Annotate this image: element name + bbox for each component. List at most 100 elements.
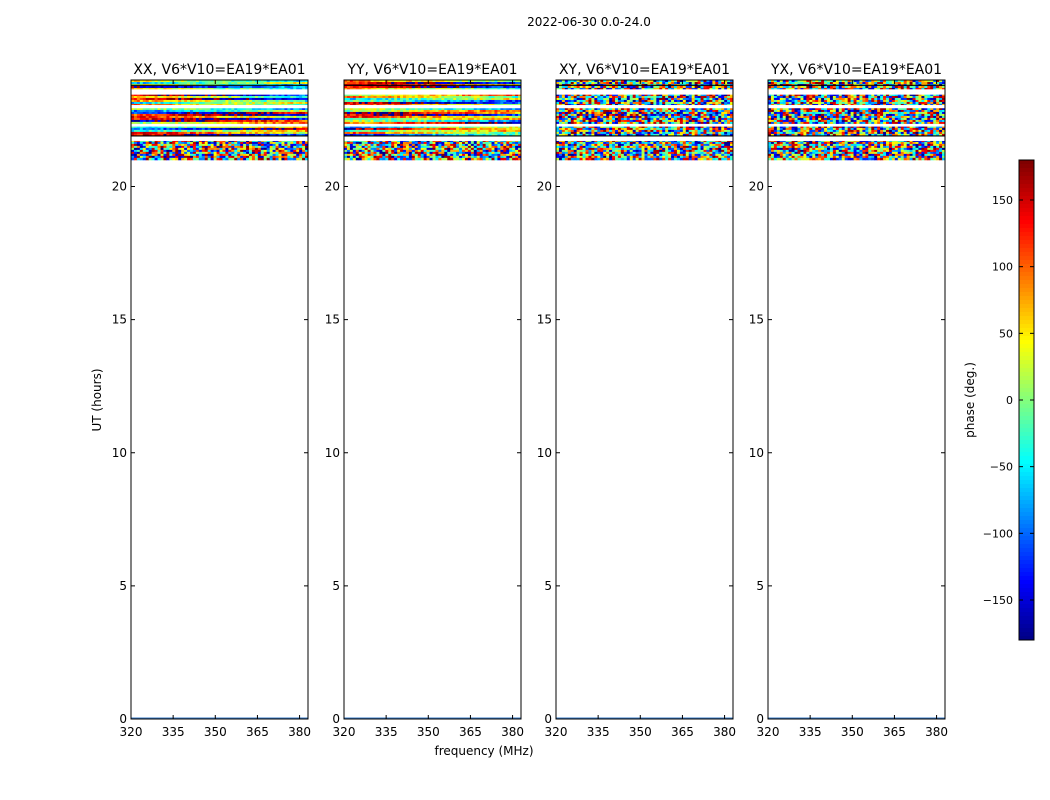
heatmap-cell <box>391 127 395 131</box>
heatmap-cell <box>435 145 439 149</box>
heatmap-cell <box>302 145 306 149</box>
heatmap-cell <box>355 153 360 157</box>
heatmap-cell <box>151 99 155 103</box>
heatmap-cell <box>420 87 425 91</box>
heatmap-cell <box>391 109 395 113</box>
heatmap-cell <box>198 113 203 117</box>
heatmap-cell <box>251 87 256 91</box>
heatmap-cell <box>479 153 484 157</box>
heatmap-cell <box>272 85 276 89</box>
heatmap-cell <box>190 107 194 111</box>
heatmap-cell <box>219 97 223 101</box>
heatmap-cell <box>423 131 427 135</box>
heatmap-cell <box>444 113 448 117</box>
heatmap-cell <box>216 151 220 155</box>
heatmap-cell <box>148 149 153 153</box>
heatmap-cell <box>349 111 354 115</box>
heatmap-cell <box>515 131 519 135</box>
heatmap-cell <box>136 107 141 111</box>
heatmap-cell <box>266 80 271 83</box>
heatmap-cell <box>163 145 167 149</box>
heatmap-cell <box>411 80 416 83</box>
heatmap-cell <box>358 133 363 137</box>
heatmap-cell <box>361 145 366 149</box>
heatmap-cell <box>269 107 273 111</box>
heatmap-cell <box>237 119 241 123</box>
heatmap-cell <box>462 125 466 129</box>
heatmap-cell <box>305 107 309 111</box>
heatmap-cell <box>485 107 489 111</box>
heatmap-cell <box>184 141 188 145</box>
heatmap-cell <box>379 82 383 85</box>
heatmap-cell <box>500 115 504 119</box>
heatmap-cell <box>414 82 419 85</box>
heatmap-cell <box>450 141 454 145</box>
heatmap-cell <box>462 121 466 125</box>
heatmap-cell <box>420 149 425 153</box>
heatmap-cell <box>240 143 244 147</box>
heatmap-cell <box>344 141 348 145</box>
heatmap-cell <box>142 117 147 121</box>
heatmap-cell <box>213 107 217 111</box>
heatmap-cell <box>482 143 486 147</box>
heatmap-cell <box>136 121 141 125</box>
heatmap-cell <box>133 153 138 157</box>
heatmap-cell <box>397 133 401 137</box>
heatmap-cell <box>470 121 475 125</box>
heatmap-cell <box>503 93 507 97</box>
heatmap-cell <box>133 107 138 111</box>
heatmap-cell <box>296 145 300 149</box>
heatmap-cell <box>476 93 481 97</box>
heatmap-cell <box>482 147 486 151</box>
heatmap-cell <box>281 121 285 125</box>
heatmap-cell <box>231 97 235 101</box>
heatmap-cell <box>195 133 200 137</box>
heatmap-cell <box>403 87 407 91</box>
heatmap-cell <box>385 157 389 161</box>
heatmap-cell <box>139 109 144 113</box>
heatmap-cell <box>426 125 430 129</box>
heatmap-cell <box>142 129 147 133</box>
heatmap-cell <box>414 93 419 97</box>
heatmap-cell <box>240 129 244 133</box>
heatmap-cell <box>382 127 386 131</box>
heatmap-cell <box>157 115 161 119</box>
heatmap-cell <box>181 129 185 133</box>
heatmap-cell <box>411 117 416 121</box>
heatmap-cell <box>160 107 164 111</box>
heatmap-cell <box>447 129 451 133</box>
heatmap-cell <box>411 151 416 155</box>
heatmap-cell <box>222 125 226 129</box>
heatmap-cell <box>459 147 463 151</box>
heatmap-cell <box>184 149 188 153</box>
heatmap-cell <box>518 99 522 103</box>
heatmap-cell <box>385 85 389 89</box>
heatmap-cell <box>204 97 209 101</box>
heatmap-cell <box>447 119 451 123</box>
heatmap-cell <box>629 82 634 85</box>
heatmap-cell <box>429 157 433 161</box>
heatmap-cell <box>420 121 425 125</box>
heatmap-cell <box>429 109 433 113</box>
heatmap-cell <box>397 107 401 111</box>
heatmap-cell <box>503 157 507 161</box>
heatmap-cell <box>479 109 484 113</box>
heatmap-cell <box>482 113 486 117</box>
heatmap-cell <box>497 93 501 97</box>
heatmap-cell <box>503 147 507 151</box>
heatmap-cell <box>293 82 297 85</box>
heatmap-cell <box>275 97 279 101</box>
heatmap-cell <box>260 117 265 121</box>
heatmap-cell <box>225 80 229 83</box>
heatmap-cell <box>423 139 427 143</box>
heatmap-cell <box>225 125 229 129</box>
heatmap-cell <box>379 149 383 153</box>
heatmap-cell <box>133 133 138 137</box>
heatmap-cell <box>491 99 495 103</box>
heatmap-cell <box>394 153 398 157</box>
heatmap-cell <box>394 119 398 123</box>
heatmap-cell <box>184 111 188 115</box>
heatmap-cell <box>269 80 273 83</box>
heatmap-cell <box>408 109 413 113</box>
heatmap-cell <box>157 141 161 145</box>
